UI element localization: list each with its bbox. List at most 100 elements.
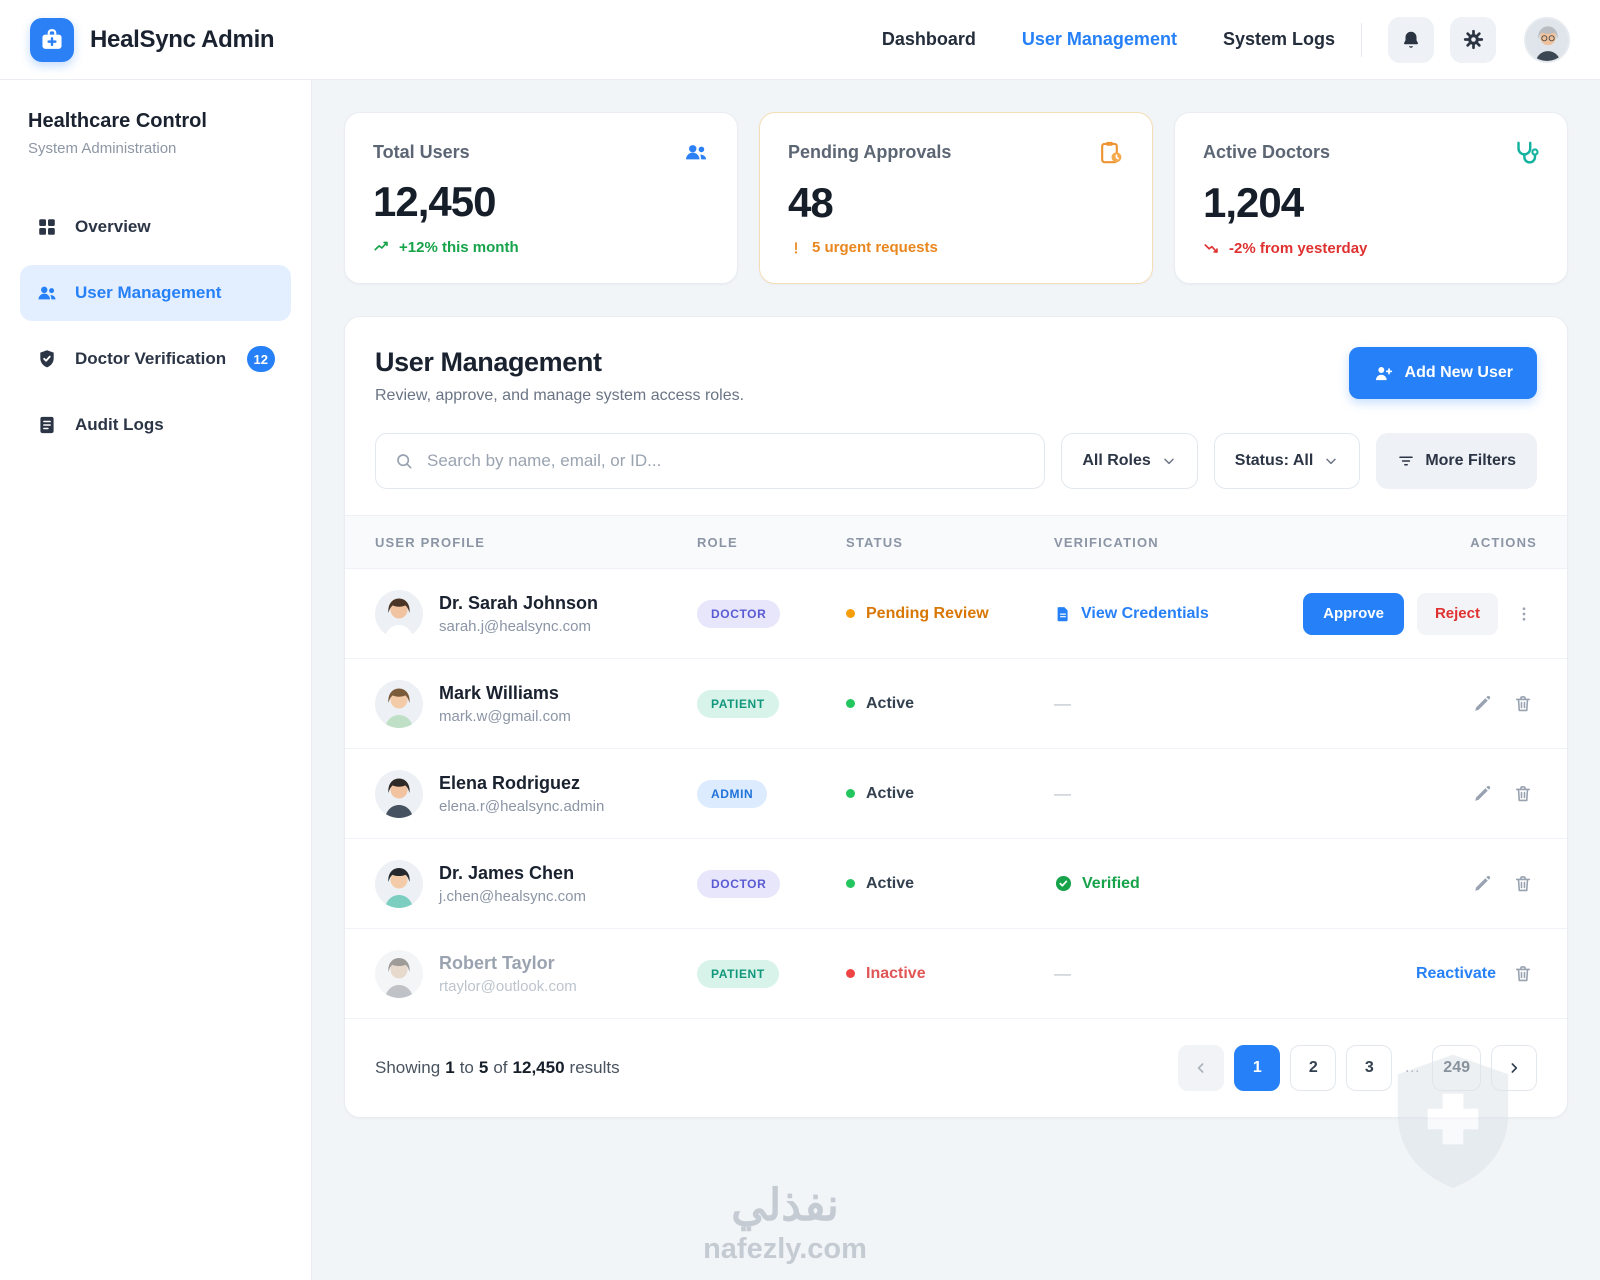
- verification-empty: —: [1054, 693, 1071, 713]
- sidebar-title: Healthcare Control: [28, 110, 207, 132]
- chevron-down-icon: [1164, 458, 1174, 465]
- status-dot: [846, 699, 855, 708]
- stat-value: 48: [788, 179, 834, 226]
- status-dot: [846, 609, 855, 618]
- user-name: Dr. Sarah Johnson: [439, 592, 599, 613]
- nav-system-logs[interactable]: System Logs: [1222, 29, 1335, 49]
- delete-button[interactable]: [1509, 870, 1537, 898]
- page-button-1[interactable]: 1: [1234, 1045, 1281, 1091]
- row-menu-button[interactable]: [1511, 601, 1537, 627]
- user-name: Mark Williams: [439, 682, 559, 703]
- prev-page-button[interactable]: [1178, 1045, 1225, 1091]
- sidebar-item-label: Overview: [75, 217, 151, 236]
- verification-count-badge: 12: [246, 346, 275, 372]
- trend-up-icon: [374, 241, 388, 251]
- user-name: Dr. James Chen: [439, 862, 575, 883]
- stat-delta: +12% this month: [373, 238, 709, 256]
- user-name: Robert Taylor: [439, 952, 555, 973]
- sidebar-item-overview[interactable]: Overview: [20, 199, 291, 255]
- role-filter-dropdown[interactable]: All Roles: [1061, 433, 1198, 489]
- main-content: Total Users 12,450 +12% this month: [312, 80, 1600, 1280]
- table-row: Dr. James Chen j.chen@healsync.com DOCTO…: [345, 839, 1567, 929]
- watermark-arabic: نفذلي: [731, 1181, 839, 1230]
- status-dot: [846, 879, 855, 888]
- next-page-button[interactable]: [1491, 1045, 1537, 1091]
- col-role: ROLE: [697, 534, 738, 550]
- role-badge: PATIENT: [697, 689, 779, 718]
- nav-dashboard[interactable]: Dashboard: [881, 29, 976, 49]
- sidebar-item-doctor-verification[interactable]: Doctor Verification 12: [20, 331, 291, 387]
- sidebar-item-label: Audit Logs: [75, 415, 164, 434]
- page-button-249[interactable]: 249: [1432, 1045, 1481, 1091]
- delete-button[interactable]: [1509, 780, 1537, 808]
- page-button-3[interactable]: 3: [1346, 1045, 1393, 1091]
- col-status: STATUS: [846, 534, 904, 550]
- bell-icon: [1404, 31, 1418, 48]
- pencil-icon: [1475, 785, 1491, 801]
- stat-delta: -2% from yesterday: [1203, 239, 1539, 257]
- status-dot: [846, 789, 855, 798]
- profile-avatar[interactable]: [1524, 16, 1570, 63]
- page-button-2[interactable]: 2: [1290, 1045, 1337, 1091]
- pencil-icon: [1475, 875, 1491, 891]
- sidebar-item-user-management[interactable]: User Management: [20, 265, 291, 321]
- view-credentials-link[interactable]: View Credentials: [1054, 605, 1301, 623]
- nav-user-management[interactable]: User Management: [1021, 29, 1177, 49]
- chevron-down-icon: [1326, 458, 1337, 465]
- table-toolbar: All Roles Status: All More Filters: [345, 429, 1567, 515]
- user-email: j.chen@healsync.com: [439, 887, 586, 905]
- edit-button[interactable]: [1468, 780, 1496, 808]
- stat-label: Pending Approvals: [788, 142, 952, 162]
- sidebar-item-audit-logs[interactable]: Audit Logs: [20, 397, 291, 453]
- actions-cell: Approve Reject: [1301, 592, 1537, 635]
- edit-button[interactable]: [1468, 690, 1496, 718]
- add-user-button[interactable]: Add New User: [1348, 347, 1537, 399]
- status-cell: Pending Review: [846, 605, 1054, 623]
- role-badge: PATIENT: [697, 959, 779, 988]
- actions-cell: Reactivate: [1301, 960, 1537, 988]
- notifications-button[interactable]: [1388, 16, 1434, 63]
- status-cell: Active: [846, 875, 1054, 893]
- verification-empty: —: [1054, 963, 1071, 983]
- table-row: Dr. Sarah Johnson sarah.j@healsync.com D…: [345, 569, 1567, 659]
- search-input[interactable]: [427, 451, 1027, 471]
- document-icon: [40, 416, 54, 434]
- settings-button[interactable]: [1450, 16, 1496, 63]
- user-profile-cell: Mark Williams mark.w@gmail.com: [375, 679, 697, 728]
- delete-button[interactable]: [1509, 690, 1537, 718]
- kebab-menu-icon: [1522, 606, 1526, 621]
- pagination: 1 2 3 … 249: [1178, 1045, 1537, 1091]
- user-profile-cell: Robert Taylor rtaylor@outlook.com: [375, 949, 697, 998]
- topbar: HealSync Admin Dashboard User Management…: [0, 0, 1600, 80]
- shield-check-icon: [40, 350, 54, 368]
- stethoscope-icon: [1517, 141, 1539, 164]
- status-filter-dropdown[interactable]: Status: All: [1213, 433, 1361, 489]
- user-email: sarah.j@healsync.com: [439, 617, 591, 635]
- filter-icon: [1399, 456, 1414, 466]
- panel-header: User Management Review, approve, and man…: [345, 317, 1567, 429]
- brand[interactable]: HealSync Admin: [30, 17, 275, 62]
- col-actions: ACTIONS: [1470, 534, 1537, 550]
- stat-card-pending-approvals: Pending Approvals 48 5 urgent requests: [759, 112, 1153, 284]
- user-email: elena.r@healsync.admin: [439, 797, 605, 815]
- user-profile-cell: Dr. James Chen j.chen@healsync.com: [375, 859, 697, 908]
- approve-button[interactable]: Approve: [1303, 592, 1404, 635]
- watermark-domain: nafezly.com: [703, 1233, 867, 1265]
- actions-cell: [1301, 870, 1537, 898]
- chevron-left-icon: [1198, 1063, 1204, 1073]
- user-profile-cell: Dr. Sarah Johnson sarah.j@healsync.com: [375, 589, 697, 638]
- edit-button[interactable]: [1468, 870, 1496, 898]
- delete-button[interactable]: [1509, 960, 1537, 988]
- status-cell: Active: [846, 695, 1054, 713]
- search-icon: [397, 454, 412, 469]
- verified-badge: Verified: [1054, 874, 1301, 893]
- file-icon: [1057, 606, 1068, 621]
- actions-cell: [1301, 690, 1537, 718]
- more-filters-button[interactable]: More Filters: [1376, 433, 1537, 489]
- reactivate-link[interactable]: Reactivate: [1415, 964, 1496, 982]
- chevron-right-icon: [1511, 1063, 1518, 1073]
- stat-value: 1,204: [1203, 179, 1304, 226]
- top-navigation: Dashboard User Management System Logs: [882, 29, 1335, 50]
- page-subtitle: Review, approve, and manage system acces…: [375, 387, 745, 404]
- reject-button[interactable]: Reject: [1416, 592, 1498, 635]
